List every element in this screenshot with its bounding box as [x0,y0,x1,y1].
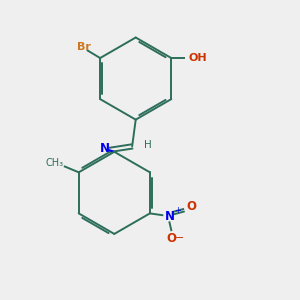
Text: CH₃: CH₃ [45,158,64,168]
Text: N: N [100,142,110,155]
Text: +: + [174,206,181,215]
Text: O: O [166,232,176,245]
Text: −: − [175,233,184,243]
Text: OH: OH [188,53,207,63]
Text: H: H [144,140,152,150]
Text: Br: Br [77,42,91,52]
Text: O: O [187,200,196,213]
Text: N: N [164,211,175,224]
